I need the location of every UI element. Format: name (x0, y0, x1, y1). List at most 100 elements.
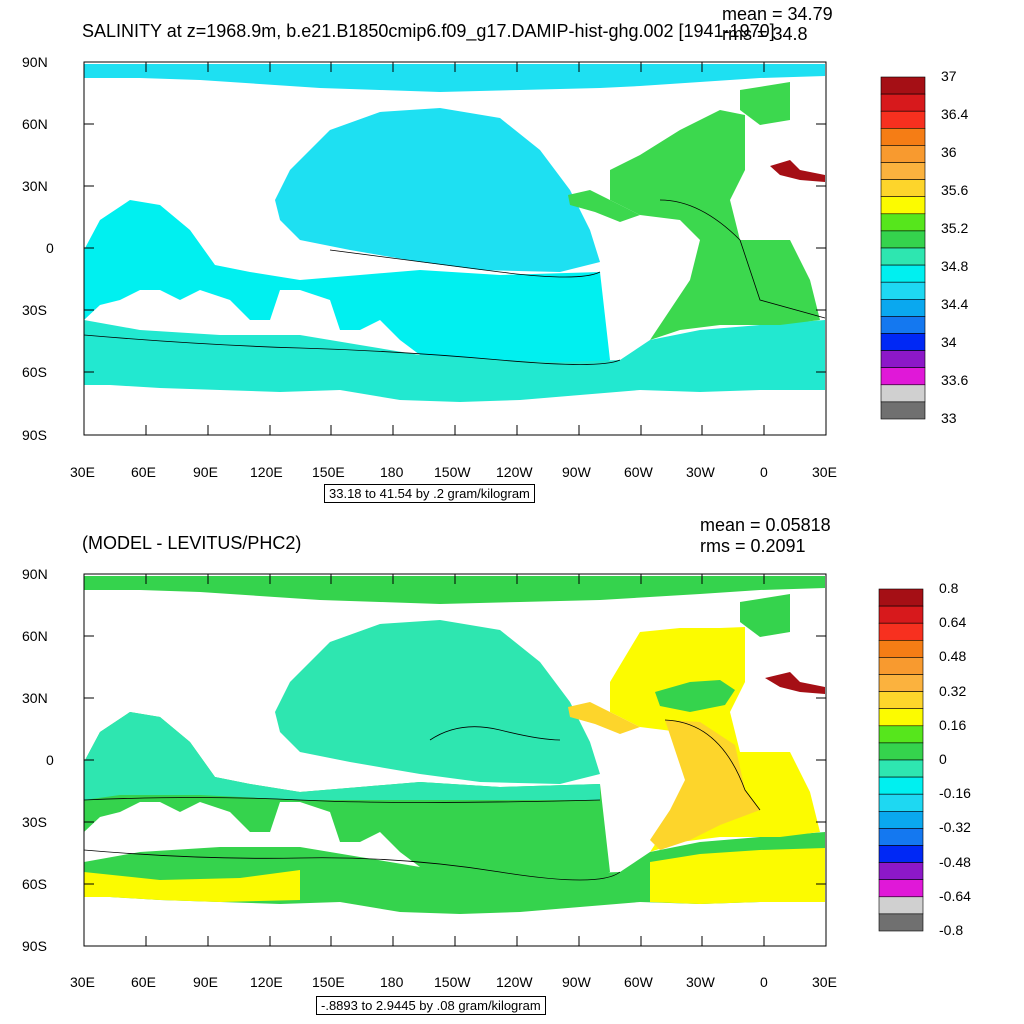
p1-lon-label: 30W (686, 464, 715, 480)
colorbar-swatch (878, 691, 924, 709)
colorbar-label: 0.48 (939, 648, 967, 665)
colorbar-swatch (880, 298, 926, 317)
colorbar-swatch (878, 793, 924, 812)
colorbar-label: -0.48 (939, 853, 971, 870)
colorbar-label: 35.6 (941, 182, 969, 198)
p2-lon-label: 30E (812, 974, 837, 990)
colorbar-swatch (880, 213, 926, 232)
contour-line (659, 199, 826, 319)
colorbar-swatch (880, 384, 926, 403)
gulf-anom (568, 702, 640, 734)
p2-lat-label: 90N (22, 566, 48, 582)
mediterranean-anom (765, 672, 825, 694)
colorbar-swatch (880, 367, 926, 386)
contour-line (83, 334, 621, 365)
panel2-ocean-field (83, 576, 825, 914)
greenland-anom (740, 594, 790, 637)
p1-lon-label: 60W (624, 464, 653, 480)
colorbar-label: 34 (941, 334, 957, 350)
colorbar-swatch (880, 128, 926, 146)
contour-line (83, 849, 621, 881)
colorbar-swatch (878, 639, 924, 658)
colorbar-label: -0.32 (939, 819, 971, 836)
contour-line (664, 719, 761, 811)
colorbar-swatch (878, 810, 924, 829)
colorbar-swatch (880, 179, 926, 198)
p1-lon-label: 90W (562, 464, 591, 480)
colorbar-label: -0.16 (939, 785, 971, 802)
p1-lat-label: 60S (22, 364, 47, 380)
indian-upper-anom (84, 712, 600, 800)
colorbar-swatch (880, 145, 926, 163)
colorbar-label: 35.2 (941, 220, 969, 236)
panel1-colorbar (880, 76, 926, 420)
southern-ocean (84, 320, 825, 402)
colorbar-swatch (880, 76, 926, 95)
colorbar-label: -0.64 (939, 887, 971, 904)
atlantic-orange-anom (650, 720, 760, 850)
arctic-ocean (84, 64, 825, 92)
colorbar-label: 0 (939, 751, 947, 767)
panel2-colorbar (878, 588, 924, 932)
contour-line (329, 249, 601, 278)
p1-lon-label: 120W (496, 464, 533, 480)
panel2-mean: mean = 0.05818 (700, 515, 831, 535)
p2-lon-label: 30E (70, 974, 95, 990)
p2-lat-label: 60N (22, 628, 48, 644)
colorbar-swatch (880, 401, 926, 420)
colorbar-label: 0.8 (939, 580, 959, 596)
colorbar-label: 36 (941, 144, 957, 160)
colorbar-swatch (878, 708, 924, 727)
p1-lon-label: 180 (380, 464, 404, 480)
p2-lat-label: 90S (22, 938, 47, 954)
colorbar-swatch (878, 725, 924, 744)
colorbar-swatch (878, 879, 924, 898)
colorbar-swatch (878, 742, 924, 761)
colorbar-swatch (878, 862, 924, 880)
panel2-range-box: -.8893 to 2.9445 by .08 gram/kilogram (316, 996, 546, 1015)
p2-lat-label: 0 (46, 752, 54, 768)
gulf-mexico (568, 190, 640, 222)
colorbar-label: 34.8 (941, 258, 969, 274)
southern-yellow-anom-2 (650, 848, 825, 904)
p1-lon-label: 120E (250, 464, 283, 480)
colorbar-swatch (878, 913, 924, 932)
p2-lon-label: 150W (434, 974, 471, 990)
p1-lat-label: 0 (46, 240, 54, 256)
p1-lat-label: 90N (22, 54, 48, 70)
p2-lon-label: 120E (250, 974, 283, 990)
p1-lon-label: 90E (193, 464, 218, 480)
p2-lon-label: 150E (312, 974, 345, 990)
p1-lon-label: 30E (812, 464, 837, 480)
north-pacific-anom (275, 620, 600, 784)
p2-lon-label: 60E (131, 974, 156, 990)
colorbar-label: 36.4 (941, 106, 969, 122)
p2-lon-label: 30W (686, 974, 715, 990)
p1-lon-label: 0 (760, 464, 768, 480)
p2-lon-label: 60W (624, 974, 653, 990)
colorbar-swatch (878, 776, 924, 795)
colorbar-label: 33.6 (941, 372, 969, 388)
mediterranean (770, 160, 825, 182)
colorbar-swatch (878, 759, 924, 778)
contour-line (429, 726, 561, 741)
p2-lon-label: 90E (193, 974, 218, 990)
colorbar-label: 34.4 (941, 296, 969, 312)
greenland-sea (740, 82, 790, 125)
panel2-title: (MODEL - LEVITUS/PHC2) (82, 533, 302, 553)
p2-lon-label: 0 (760, 974, 768, 990)
panel1-ticks (84, 62, 826, 435)
panel1-title: SALINITY at z=1968.9m, b.e21.B1850cmip6.… (82, 21, 775, 41)
north-pacific (275, 108, 600, 272)
p1-lat-label: 30S (22, 302, 47, 318)
p2-lat-label: 30N (22, 690, 48, 706)
p2-lat-label: 60S (22, 876, 47, 892)
panel2-rms: rms = 0.2091 (700, 536, 806, 556)
p2-lon-label: 180 (380, 974, 404, 990)
colorbar-swatch (878, 828, 924, 846)
panel1-rms: rms = 34.8 (722, 24, 808, 44)
colorbar-swatch (880, 247, 926, 266)
p1-lat-label: 30N (22, 178, 48, 194)
panel1-range-box: 33.18 to 41.54 by .2 gram/kilogram (324, 484, 535, 503)
